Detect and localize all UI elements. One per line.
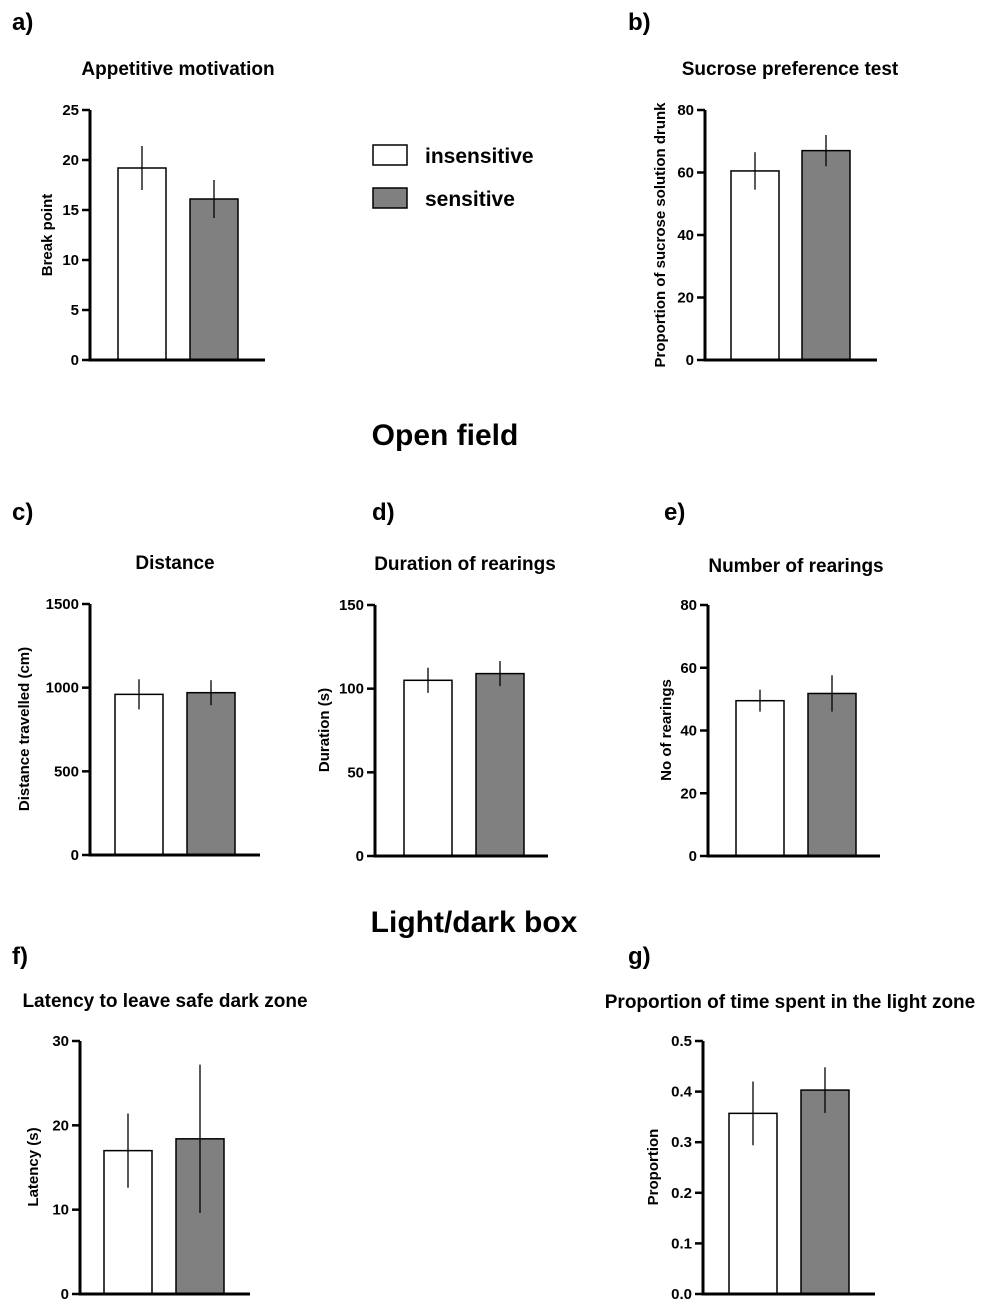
- chart-panel-e: e) Number of rearings No of rearings 0 20 40 6…: [658, 499, 884, 865]
- y-tick-label: 10: [52, 1202, 69, 1219]
- y-tick-label: 60: [677, 165, 694, 182]
- chart-panel-g: g) Proportion of time spent in the light …: [605, 943, 975, 1301]
- y-tick-label: 0.1: [671, 1235, 692, 1252]
- legend-swatch-sensitive: [372, 187, 408, 209]
- legend-label-insensitive: insensitive: [425, 145, 534, 168]
- y-tick-label: 60: [680, 660, 697, 677]
- bar-sensitive: [807, 692, 857, 857]
- chart-panel-f: f) Latency to leave safe dark zone Latency…: [12, 943, 308, 1301]
- bar-sensitive: [189, 198, 239, 361]
- y-tick-label: 0: [71, 847, 79, 864]
- bar-sensitive: [475, 672, 525, 857]
- section-title-open-field: Open field: [372, 419, 519, 452]
- bar-sensitive: [800, 1089, 850, 1295]
- y-tick-label: 0.2: [671, 1185, 692, 1202]
- y-tick-label: 500: [54, 763, 79, 780]
- y-tick-label: 20: [62, 152, 79, 169]
- panel-letter: f): [12, 943, 28, 970]
- chart-title: Distance: [135, 553, 214, 574]
- chart-title: Latency to leave safe dark zone: [22, 991, 307, 1012]
- y-axis-label: Proportion: [645, 1129, 662, 1206]
- y-tick-label: 0: [356, 848, 364, 865]
- chart-panel-a: a) Appetitive motivation Break point 0 5 10 15…: [12, 9, 275, 369]
- y-tick-label: 80: [680, 597, 697, 614]
- bar-insensitive: [735, 699, 785, 857]
- chart-panel-b: b) Sucrose preference test Proportion of s…: [628, 9, 899, 369]
- chart-title: Number of rearings: [708, 556, 883, 577]
- panel-letter: g): [628, 943, 651, 970]
- panel-letter: d): [372, 499, 395, 526]
- legend-swatch-insensitive: [372, 144, 408, 166]
- y-tick-label: 40: [680, 723, 697, 740]
- y-tick-label: 5: [71, 302, 79, 319]
- y-tick-label: 15: [62, 202, 79, 219]
- bar-sensitive: [801, 149, 851, 361]
- charts-group: a) Appetitive motivation Break point 0 5 10 15…: [12, 9, 975, 1301]
- y-axis-label: Proportion of sucrose solution drunk: [652, 102, 669, 368]
- y-axis-label: Duration (s): [316, 688, 333, 772]
- y-tick-label: 20: [52, 1117, 69, 1134]
- y-tick-label: 100: [339, 681, 364, 698]
- section-title-light-dark-box: Light/dark box: [371, 906, 578, 939]
- chart-panel-c: c) Distance Distance travelled (cm) 0 500 100…: [12, 499, 260, 864]
- legend-label-sensitive: sensitive: [425, 188, 515, 211]
- y-tick-label: 1500: [46, 596, 79, 613]
- panel-letter: e): [664, 499, 685, 526]
- y-tick-label: 0: [689, 848, 697, 865]
- y-tick-label: 20: [680, 785, 697, 802]
- legend: insensitive sensitive: [372, 144, 534, 211]
- y-tick-label: 50: [347, 764, 364, 781]
- y-tick-label: 1000: [46, 680, 79, 697]
- y-tick-label: 80: [677, 102, 694, 119]
- y-tick-label: 0.5: [671, 1033, 692, 1050]
- panel-letter: c): [12, 499, 33, 526]
- chart-title: Duration of rearings: [374, 554, 556, 575]
- chart-title: Sucrose preference test: [682, 59, 899, 80]
- y-tick-label: 0.0: [671, 1286, 692, 1301]
- bar-insensitive: [403, 679, 453, 857]
- y-tick-label: 0: [686, 352, 694, 369]
- y-tick-label: 40: [677, 227, 694, 244]
- y-tick-label: 150: [339, 597, 364, 614]
- bar-insensitive: [730, 170, 780, 361]
- y-tick-label: 20: [677, 290, 694, 307]
- y-tick-label: 25: [62, 102, 79, 119]
- y-axis-label: Distance travelled (cm): [16, 647, 33, 811]
- y-tick-label: 30: [52, 1033, 69, 1050]
- y-tick-label: 0.4: [671, 1084, 693, 1101]
- panel-letter: b): [628, 9, 651, 36]
- y-tick-label: 0.3: [671, 1134, 692, 1151]
- y-axis-label: Latency (s): [25, 1127, 42, 1206]
- y-tick-label: 0: [61, 1286, 69, 1301]
- bar-sensitive: [186, 691, 236, 856]
- chart-panel-d: d) Duration of rearings Duration (s) 0 50 100…: [316, 499, 556, 865]
- y-tick-label: 0: [71, 352, 79, 369]
- y-axis-label: Break point: [39, 194, 56, 277]
- bar-insensitive: [114, 693, 164, 856]
- chart-title: Proportion of time spent in the light zo…: [605, 992, 975, 1013]
- y-axis-label: No of rearings: [658, 679, 675, 781]
- panel-letter: a): [12, 9, 33, 36]
- chart-title: Appetitive motivation: [81, 59, 274, 80]
- bar-insensitive: [117, 167, 167, 361]
- y-tick-label: 10: [62, 252, 79, 269]
